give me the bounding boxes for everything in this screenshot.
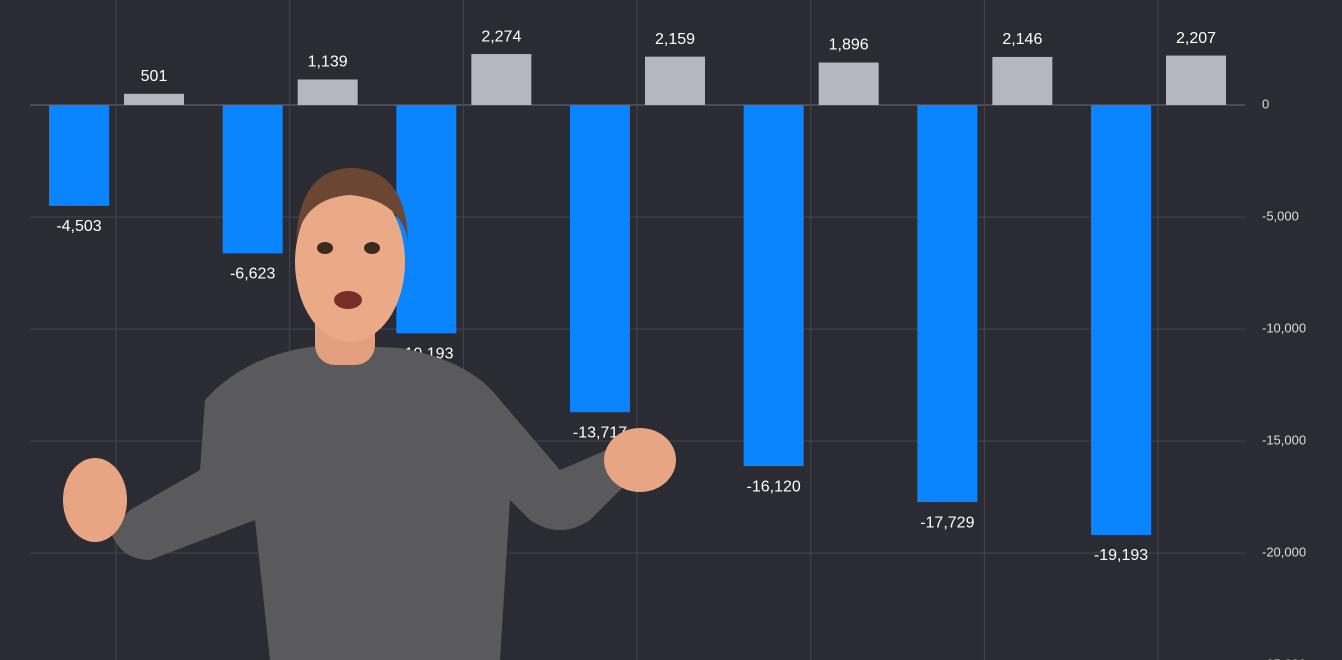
bar bbox=[124, 93, 184, 105]
plot: 5,0000-5,000-10,000-15,000-20,000-25,000… bbox=[30, 0, 1306, 660]
head bbox=[295, 182, 405, 342]
bar bbox=[396, 105, 457, 334]
y-tick-label: -15,000 bbox=[1262, 432, 1306, 447]
sweater bbox=[110, 345, 650, 660]
value-label: 2,159 bbox=[655, 31, 695, 48]
value-label: -19,193 bbox=[1094, 547, 1148, 564]
bar bbox=[1166, 55, 1227, 105]
value-label: 2,207 bbox=[1176, 30, 1216, 47]
y-tick-label: 0 bbox=[1262, 96, 1269, 111]
value-label: 2,146 bbox=[1002, 31, 1042, 48]
bar bbox=[570, 105, 631, 413]
left-hand bbox=[63, 458, 127, 542]
bar bbox=[49, 105, 109, 206]
y-tick-label: -25,000 bbox=[1262, 656, 1306, 660]
value-label: -17,729 bbox=[920, 514, 974, 531]
value-label: -13,717 bbox=[573, 424, 627, 441]
value-label: 501 bbox=[141, 68, 168, 85]
bar bbox=[222, 105, 283, 254]
bar bbox=[471, 54, 532, 105]
value-label: -6,623 bbox=[230, 266, 275, 283]
value-label: -16,120 bbox=[747, 478, 801, 495]
bar bbox=[297, 79, 358, 105]
bar bbox=[743, 105, 804, 467]
bar bbox=[917, 105, 978, 503]
eye bbox=[364, 242, 380, 254]
y-tick-label: -10,000 bbox=[1262, 320, 1306, 335]
hair bbox=[296, 168, 408, 240]
y-tick-label: -20,000 bbox=[1262, 544, 1306, 559]
bar bbox=[992, 56, 1053, 105]
right-hand bbox=[604, 428, 676, 492]
bar bbox=[645, 56, 706, 105]
value-label: -4,503 bbox=[56, 218, 101, 235]
value-label: 1,139 bbox=[308, 54, 348, 71]
bar bbox=[818, 62, 879, 105]
y-tick-label: -5,000 bbox=[1262, 208, 1299, 223]
value-label: 2,274 bbox=[481, 28, 521, 45]
bar bbox=[1091, 105, 1152, 535]
avatar bbox=[63, 168, 676, 660]
value-label: 1,896 bbox=[829, 37, 869, 54]
mouth bbox=[334, 291, 362, 309]
eye bbox=[317, 242, 333, 254]
